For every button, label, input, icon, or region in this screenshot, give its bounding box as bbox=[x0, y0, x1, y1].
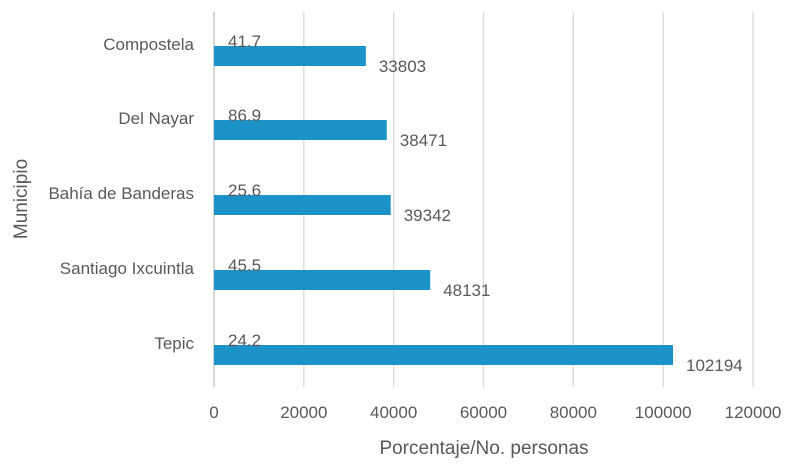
percent-data-label: 86.9 bbox=[228, 106, 261, 125]
x-tick-label: 60000 bbox=[460, 403, 507, 422]
category-label: Tepic bbox=[154, 334, 194, 353]
data-labels: 24.2 102194 45.5 48131 25.6 39342 86.9 38471 41.… bbox=[228, 32, 743, 375]
percent-data-label: 41.7 bbox=[228, 32, 261, 51]
category-label: Santiago Ixcuintla bbox=[60, 259, 195, 278]
x-tick-label: 80000 bbox=[550, 403, 597, 422]
category-label: Compostela bbox=[103, 35, 194, 54]
percent-data-label: 25.6 bbox=[228, 181, 261, 200]
x-tick-label: 120000 bbox=[725, 403, 782, 422]
gridlines bbox=[213, 12, 754, 387]
bars bbox=[214, 46, 674, 365]
category-label: Bahía de Banderas bbox=[48, 184, 194, 203]
bar bbox=[214, 270, 431, 290]
x-axis-title: Porcentaje/No. personas bbox=[379, 438, 588, 459]
bar bbox=[214, 195, 391, 215]
percent-data-label: 45.5 bbox=[228, 256, 261, 275]
bar bbox=[214, 120, 387, 140]
x-tick-label: 0 bbox=[209, 403, 218, 422]
category-label: Del Nayar bbox=[118, 109, 194, 128]
count-data-label: 39342 bbox=[404, 206, 451, 225]
y-axis-categories: Tepic Santiago Ixcuintla Bahía de Banderas… bbox=[48, 35, 194, 353]
x-tick-label: 40000 bbox=[370, 403, 417, 422]
y-axis-title: Municipio bbox=[11, 159, 32, 239]
percent-data-label: 24.2 bbox=[228, 331, 261, 350]
count-data-label: 38471 bbox=[400, 131, 447, 150]
x-axis-ticks: 0 20000 40000 60000 80000 100000 120000 bbox=[209, 403, 781, 422]
bar bbox=[214, 46, 366, 66]
x-tick-label: 20000 bbox=[280, 403, 327, 422]
count-data-label: 33803 bbox=[379, 57, 426, 76]
x-tick-label: 100000 bbox=[635, 403, 692, 422]
count-data-label: 102194 bbox=[686, 356, 743, 375]
count-data-label: 48131 bbox=[443, 281, 490, 300]
bar bbox=[214, 345, 674, 365]
